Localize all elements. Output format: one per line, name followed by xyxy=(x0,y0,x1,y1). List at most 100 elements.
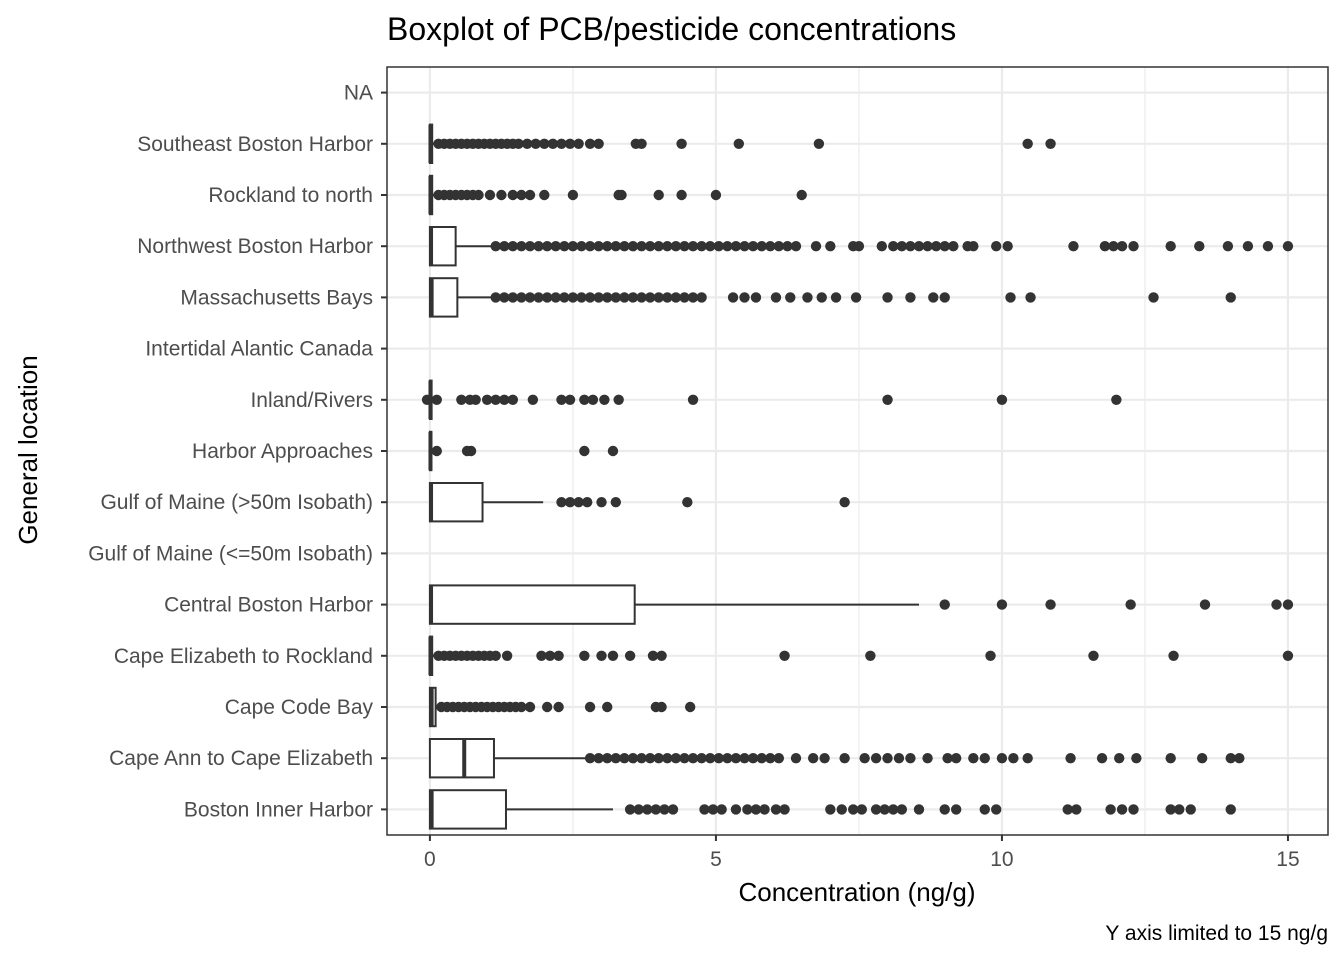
outlier-point xyxy=(550,292,561,303)
y-tick-label: Gulf of Maine (<=50m Isobath) xyxy=(88,542,373,565)
outlier-point xyxy=(913,241,925,252)
outlier-point xyxy=(613,394,624,405)
y-tick-label: Cape Code Bay xyxy=(225,696,374,719)
outlier-point xyxy=(968,241,979,252)
outlier-point xyxy=(573,138,584,149)
outlier-point xyxy=(687,394,699,405)
outlier-point xyxy=(1262,241,1274,252)
outlier-point xyxy=(1088,650,1099,661)
outlier-point xyxy=(687,292,699,303)
x-tick-label: 15 xyxy=(1276,848,1299,871)
outlier-point xyxy=(547,138,559,149)
outlier-point xyxy=(816,292,827,303)
outlier-point xyxy=(527,394,539,405)
outlier-point xyxy=(624,804,636,815)
outlier-point xyxy=(662,241,673,252)
outlier-point xyxy=(770,292,782,303)
outlier-point xyxy=(913,804,925,815)
outlier-point xyxy=(644,241,656,252)
outlier-point xyxy=(1005,292,1016,303)
box-iqr xyxy=(428,226,457,267)
box-iqr xyxy=(428,277,459,318)
outlier-point xyxy=(633,804,644,815)
outlier-point xyxy=(1108,241,1119,252)
outlier-point xyxy=(790,753,802,764)
y-tick-label: Harbor Approaches xyxy=(192,440,373,463)
outlier-point xyxy=(556,497,567,508)
outlier-point xyxy=(710,189,722,201)
outlier-point xyxy=(473,189,484,201)
outlier-point xyxy=(602,241,613,252)
outlier-point xyxy=(882,753,893,764)
outlier-point xyxy=(839,753,850,764)
outlier-point xyxy=(739,753,750,764)
outlier-point xyxy=(922,753,933,764)
outlier-point xyxy=(644,753,656,764)
outlier-point xyxy=(1071,804,1082,815)
outlier-point xyxy=(1062,804,1073,815)
outlier-point xyxy=(870,804,882,815)
outlier-point xyxy=(567,189,579,201)
outlier-point xyxy=(782,241,793,252)
outlier-point xyxy=(1025,292,1036,303)
outlier-point xyxy=(1165,241,1176,252)
outlier-point xyxy=(865,650,876,661)
outlier-point xyxy=(1002,241,1013,252)
outlier-point xyxy=(950,753,962,764)
outlier-point xyxy=(1165,804,1176,815)
outlier-point xyxy=(739,292,750,303)
outlier-point xyxy=(807,753,819,764)
y-tick-label: Inland/Rivers xyxy=(250,389,373,412)
outlier-point xyxy=(1282,599,1294,610)
outlier-point xyxy=(1271,599,1282,610)
outlier-point xyxy=(1008,753,1019,764)
outlier-point xyxy=(905,292,916,303)
outlier-point xyxy=(928,292,939,303)
outlier-point xyxy=(653,292,664,303)
outlier-point xyxy=(636,292,647,303)
outlier-point xyxy=(1225,753,1236,764)
outlier-point xyxy=(1099,241,1111,252)
outlier-point xyxy=(1111,394,1122,405)
outlier-point xyxy=(836,804,847,815)
outlier-point xyxy=(705,241,716,252)
outlier-point xyxy=(579,650,590,661)
outlier-point xyxy=(687,753,699,764)
outlier-point xyxy=(584,701,596,713)
outlier-point xyxy=(1225,804,1236,815)
outlier-point xyxy=(484,189,496,201)
outlier-point xyxy=(939,292,950,303)
outlier-point xyxy=(524,189,536,201)
outlier-point xyxy=(516,701,527,713)
outlier-point xyxy=(1174,804,1185,815)
x-tick-label: 0 xyxy=(424,848,436,871)
outlier-point xyxy=(499,394,510,405)
outlier-point xyxy=(1148,292,1159,303)
outlier-point xyxy=(1225,292,1236,303)
outlier-point xyxy=(796,189,807,201)
outlier-point xyxy=(699,804,710,815)
outlier-point xyxy=(1116,241,1128,252)
outlier-point xyxy=(888,241,899,252)
outlier-point xyxy=(679,292,690,303)
outlier-point xyxy=(553,701,564,713)
outlier-point xyxy=(810,241,822,252)
outlier-point xyxy=(507,241,519,252)
outlier-point xyxy=(802,292,813,303)
outlier-point xyxy=(1131,753,1142,764)
outlier-point xyxy=(730,753,742,764)
outlier-point xyxy=(496,189,507,201)
outlier-point xyxy=(576,292,587,303)
outlier-point xyxy=(756,753,767,764)
x-tick-label: 5 xyxy=(710,848,722,871)
outlier-point xyxy=(653,189,664,201)
outlier-point xyxy=(879,804,890,815)
outlier-point xyxy=(610,292,622,303)
outlier-point xyxy=(856,804,867,815)
outlier-point xyxy=(653,241,664,252)
outlier-point xyxy=(730,804,742,815)
outlier-point xyxy=(662,753,673,764)
outlier-point xyxy=(1222,241,1234,252)
outlier-point xyxy=(1199,599,1211,610)
box-iqr xyxy=(428,789,507,830)
